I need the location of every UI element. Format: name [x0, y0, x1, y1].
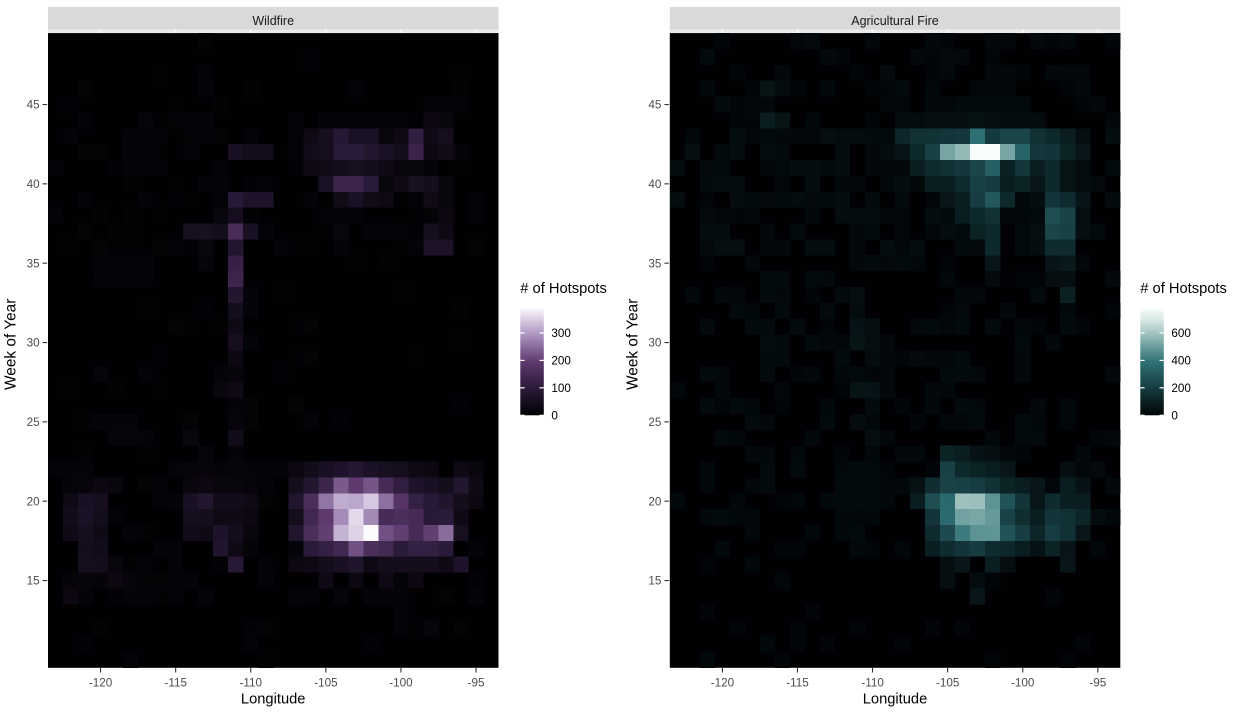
svg-text:45: 45: [648, 99, 662, 112]
svg-text:20: 20: [27, 495, 41, 508]
svg-text:0: 0: [1171, 410, 1178, 423]
svg-text:0: 0: [551, 410, 558, 423]
svg-text:200: 200: [551, 355, 571, 368]
svg-text:-115: -115: [786, 677, 809, 690]
svg-text:600: 600: [1171, 327, 1191, 340]
svg-text:Longitude: Longitude: [241, 692, 306, 708]
svg-text:-120: -120: [711, 677, 735, 690]
svg-text:-110: -110: [861, 677, 884, 690]
svg-text:15: 15: [27, 575, 41, 588]
svg-text:40: 40: [648, 178, 662, 191]
svg-text:15: 15: [648, 575, 662, 588]
svg-text:400: 400: [1171, 355, 1191, 368]
svg-text:Week of Year: Week of Year: [624, 299, 641, 390]
svg-text:-105: -105: [314, 677, 338, 690]
svg-text:# of Hotspots: # of Hotspots: [520, 281, 607, 297]
svg-text:30: 30: [648, 337, 662, 350]
svg-text:-100: -100: [1011, 677, 1035, 690]
svg-text:-105: -105: [936, 677, 960, 690]
svg-text:100: 100: [551, 382, 571, 395]
svg-text:25: 25: [648, 416, 662, 429]
svg-text:Week of Year: Week of Year: [3, 299, 20, 390]
svg-text:300: 300: [551, 327, 571, 340]
svg-text:-95: -95: [468, 677, 485, 690]
svg-text:40: 40: [27, 178, 41, 191]
svg-text:Agricultural Fire: Agricultural Fire: [851, 14, 939, 28]
svg-text:# of Hotspots: # of Hotspots: [1140, 281, 1227, 297]
svg-text:Longitude: Longitude: [863, 692, 928, 708]
svg-text:25: 25: [27, 416, 41, 429]
svg-text:-110: -110: [240, 677, 263, 690]
svg-text:-120: -120: [89, 677, 113, 690]
svg-text:20: 20: [648, 495, 662, 508]
svg-text:-115: -115: [164, 677, 187, 690]
svg-text:-95: -95: [1089, 677, 1106, 690]
svg-text:200: 200: [1171, 382, 1191, 395]
svg-text:35: 35: [27, 257, 41, 270]
svg-text:30: 30: [27, 337, 41, 350]
svg-text:45: 45: [27, 99, 41, 112]
svg-text:-100: -100: [389, 677, 413, 690]
svg-text:35: 35: [648, 257, 662, 270]
svg-text:Wildfire: Wildfire: [252, 14, 294, 28]
